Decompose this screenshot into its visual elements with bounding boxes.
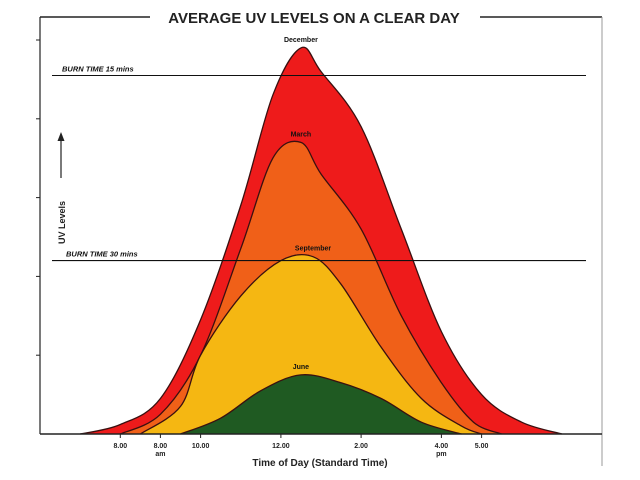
- x-tick-label: 8.00: [113, 443, 127, 450]
- series-label-march: March: [291, 131, 312, 138]
- y-tick-marks: [36, 39, 40, 356]
- series-label-september: September: [295, 246, 331, 253]
- x-tick-label: 8.00: [154, 443, 168, 450]
- y-axis-label: UV Levels: [57, 201, 67, 244]
- area-june: [180, 374, 462, 434]
- up-arrow-head-icon: [57, 132, 65, 141]
- line-september: [140, 253, 482, 435]
- chart-title: AVERAGE UV LEVELS ON A CLEAR DAY: [168, 10, 459, 27]
- x-tick-label: 12.00: [272, 443, 290, 450]
- x-tick-sublabel: pm: [436, 451, 447, 458]
- line-december: [79, 46, 563, 435]
- x-tick-sublabel: am: [155, 451, 165, 458]
- x-tick-label: 10.00: [192, 443, 210, 450]
- series-label-december: December: [284, 37, 318, 44]
- x-tick-label: 5.00: [475, 443, 489, 450]
- x-tick-label: 2.00: [354, 443, 368, 450]
- x-tick-label: 4.00: [435, 443, 449, 450]
- area-september: [140, 254, 482, 434]
- series-labels: December March September June: [284, 37, 331, 371]
- line-june: [180, 374, 462, 435]
- reference-label-1: BURN TIME 15 mins: [62, 65, 134, 74]
- series-label-june: June: [293, 364, 309, 371]
- y-axis-label-group: UV Levels: [57, 132, 67, 244]
- x-axis-label: Time of Day (Standard Time): [252, 458, 387, 469]
- reference-lines: BURN TIME 15 mins BURN TIME 30 mins: [52, 65, 586, 262]
- series-areas: [79, 46, 563, 435]
- reference-label-2: BURN TIME 30 mins: [66, 250, 138, 259]
